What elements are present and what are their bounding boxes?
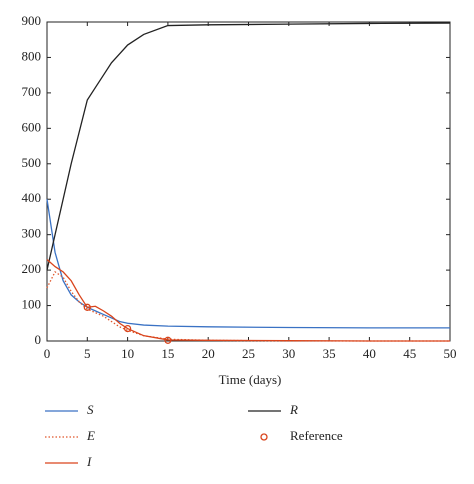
series-line [46,258,450,342]
x-tick-label: 25 [242,346,255,361]
y-tick-label: 600 [22,119,42,134]
x-tick-label: 35 [323,346,336,361]
legend-label: Reference [290,428,343,443]
y-tick-label: 300 [22,226,42,241]
x-tick-label: 0 [44,346,51,361]
x-tick-label: 15 [161,346,174,361]
legend-label: R [289,402,298,417]
y-tick-label: 500 [22,155,42,170]
series-line [46,22,451,271]
x-tick-label: 20 [202,346,215,361]
y-tick-label: 700 [22,84,42,99]
x-tick-label: 50 [444,346,457,361]
reference-point [123,324,132,333]
x-tick-label: 5 [84,346,91,361]
x-axis-label: Time (days) [219,372,282,387]
y-tick-label: 400 [22,190,42,205]
y-tick-label: 900 [22,13,42,28]
legend-marker [260,433,268,441]
legend-label: I [86,454,92,469]
x-tick-label: 30 [282,346,295,361]
y-tick-label: 100 [22,297,42,312]
series-line [46,199,450,329]
x-tick-label: 10 [121,346,134,361]
series-line [46,270,450,342]
x-tick-label: 40 [363,346,376,361]
legend-label: E [86,428,95,443]
y-tick-label: 0 [35,332,42,347]
y-tick-label: 200 [22,261,42,276]
y-tick-label: 800 [22,48,42,63]
legend-label: S [87,402,94,417]
x-tick-label: 45 [403,346,416,361]
